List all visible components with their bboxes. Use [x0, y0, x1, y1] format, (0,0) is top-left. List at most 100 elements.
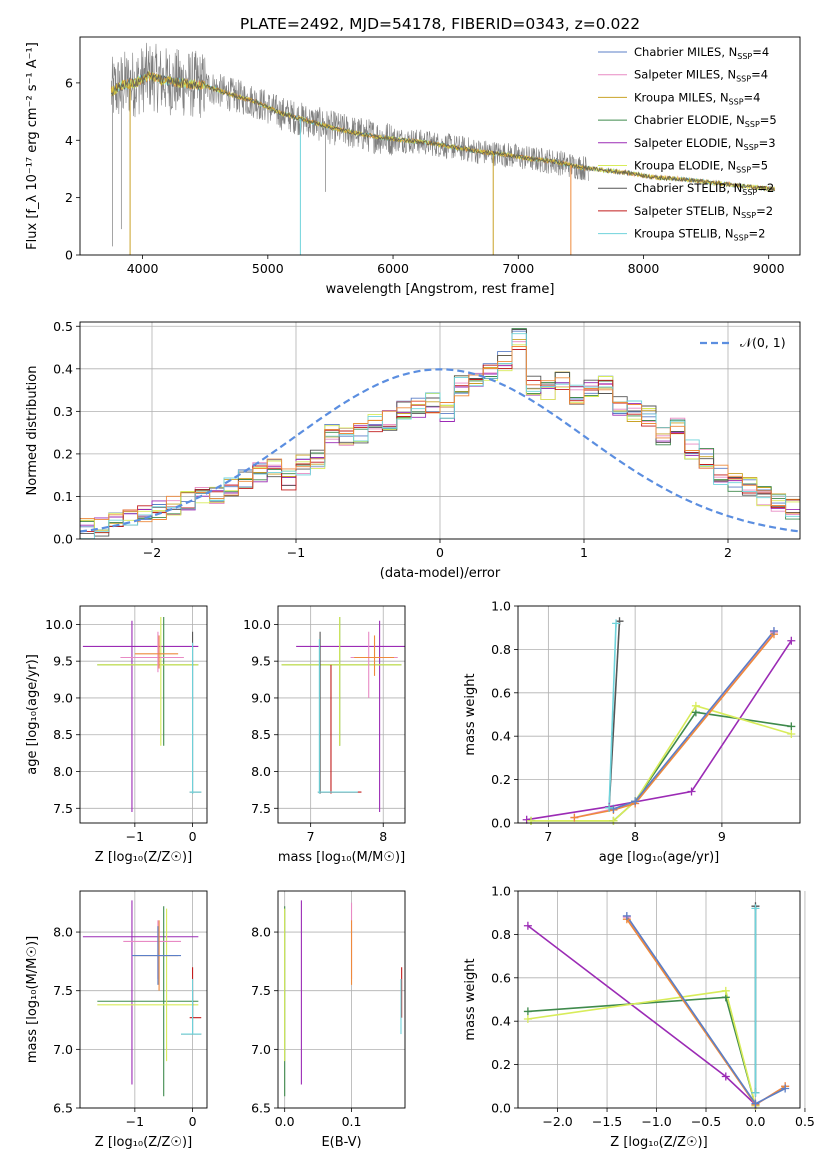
x-tick-label: 5000: [252, 261, 284, 276]
y-tick-label: 0.2: [53, 446, 73, 461]
y-tick-label: 0.0: [491, 816, 511, 831]
x-tick-label: 0: [189, 829, 197, 844]
y-axis-label: mass weight: [463, 958, 478, 1040]
weight-marker: [787, 730, 796, 739]
legend-subscript: SSP: [737, 52, 752, 61]
y-axis-label: age [log₁₀(age/yr)]: [25, 654, 40, 775]
plot-area: [284, 900, 403, 1097]
legend-suffix: =4: [752, 45, 769, 59]
x-tick-label: 7000: [502, 261, 534, 276]
y-tick-label: 8.0: [251, 925, 271, 940]
model-spectrum: [111, 71, 775, 193]
x-tick-label: −1.5: [592, 1114, 622, 1129]
y-axis-label: Normed distribution: [25, 366, 40, 496]
y-tick-label: 0.8: [491, 642, 511, 657]
y-tick-label: 10.0: [243, 617, 271, 632]
legend-suffix: =5: [760, 113, 777, 127]
weight-marker: [787, 722, 796, 731]
weight-line: [526, 640, 792, 821]
y-tick-label: 7.5: [53, 983, 73, 998]
y-tick-label: 0: [65, 248, 73, 263]
x-tick-label: −1: [287, 545, 305, 560]
legend-suffix: =2: [757, 181, 774, 195]
weight-marker: [609, 804, 618, 813]
plot-area: [82, 617, 202, 812]
legend-subscript: SSP: [736, 75, 751, 84]
y-tick-label: 0.4: [491, 729, 511, 744]
legend-subscript: SSP: [734, 234, 749, 243]
weight-line: [608, 623, 617, 808]
x-tick-label: 7: [307, 829, 315, 844]
plot-area: [82, 900, 202, 1097]
legend-label: Kroupa STELIB, NSSP=2: [634, 227, 765, 243]
y-axis-label: mass [log₁₀(M/M☉)]: [25, 936, 40, 1063]
weight-marker: [751, 904, 760, 913]
plot-area: [527, 906, 786, 1107]
legend-suffix: =4: [744, 90, 761, 104]
weight-marker: [691, 701, 700, 710]
legend-subscript: SSP: [729, 97, 744, 106]
legend-suffix: =2: [749, 227, 766, 241]
legend-label: Salpeter MILES, NSSP=4: [634, 68, 768, 84]
x-tick-label: 8: [379, 829, 387, 844]
y-axis-label: Flux [f_λ 10⁻¹⁷ erg cm⁻² s⁻¹ A⁻¹]: [25, 42, 40, 250]
legend-subscript: SSP: [736, 166, 751, 175]
weight-marker: [721, 1072, 730, 1081]
y-tick-label: 0.6: [491, 970, 511, 985]
y-tick-label: 7.0: [251, 1042, 271, 1057]
weight-marker: [787, 636, 796, 645]
axes-frame: [79, 890, 208, 1109]
y-tick-label: 4: [65, 133, 73, 148]
weight-marker: [622, 911, 631, 920]
y-tick-label: 8.0: [251, 764, 271, 779]
axes-frame: [79, 605, 208, 824]
y-tick-label: 10.0: [45, 617, 73, 632]
x-tick-label: 0.0: [746, 1114, 766, 1129]
x-tick-label: 1: [580, 545, 588, 560]
legend-label: 𝒩(0, 1): [740, 335, 786, 350]
weight-marker: [751, 1088, 760, 1097]
weight-line: [574, 633, 775, 819]
y-tick-label: 8.0: [53, 764, 73, 779]
weight-marker: [631, 797, 640, 806]
y-tick-label: 1.0: [491, 884, 511, 899]
x-tick-label: 8: [631, 829, 639, 844]
y-tick-label: 7.5: [53, 801, 73, 816]
plot-area: [281, 617, 405, 812]
legend-suffix: =4: [751, 68, 768, 82]
y-tick-label: 0.5: [53, 319, 73, 334]
panel-spectrum: [76, 82, 770, 259]
plot-area: [110, 42, 776, 255]
y-tick-label: 0.0: [53, 532, 73, 547]
x-axis-label: wavelength [Angstrom, rest frame]: [326, 282, 555, 297]
x-tick-label: 0.1: [342, 1114, 362, 1129]
x-tick-label: 0: [189, 1114, 197, 1129]
weight-marker: [522, 815, 531, 824]
axes-frame: [517, 605, 801, 824]
x-axis-label: age [log₁₀(age/yr)]: [599, 850, 720, 865]
legend-label: Chabrier MILES, NSSP=4: [634, 45, 769, 61]
y-tick-label: 8.5: [53, 727, 73, 742]
weight-marker: [605, 803, 614, 812]
x-tick-label: 7: [544, 829, 552, 844]
legend-subscript: SSP: [742, 188, 757, 197]
legend-label: Kroupa ELODIE, NSSP=5: [634, 159, 768, 175]
axes-frame: [277, 605, 406, 824]
y-tick-label: 6.5: [53, 1101, 73, 1116]
y-tick-label: 7.5: [251, 983, 271, 998]
y-tick-label: 0.0: [491, 1101, 511, 1116]
y-tick-label: 0.8: [491, 927, 511, 942]
y-tick-label: 0.4: [491, 1014, 511, 1029]
legend-label: Chabrier ELODIE, NSSP=5: [634, 113, 777, 129]
legend-label: Chabrier STELIB, NSSP=2: [634, 181, 774, 197]
y-tick-label: 9.0: [251, 690, 271, 705]
y-tick-label: 0.4: [53, 361, 73, 376]
legend-label: Salpeter ELODIE, NSSP=3: [634, 136, 776, 152]
y-tick-label: 0.6: [491, 685, 511, 700]
legend-suffix: =3: [759, 136, 776, 150]
residual-histogram: [80, 346, 800, 523]
weight-marker: [609, 816, 618, 825]
plot-area: [526, 621, 792, 822]
legend-label: Kroupa MILES, NSSP=4: [634, 90, 760, 106]
